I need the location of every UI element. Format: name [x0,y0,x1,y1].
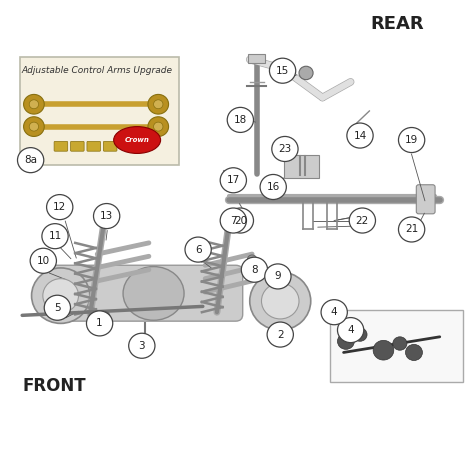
Circle shape [30,248,56,273]
FancyBboxPatch shape [46,265,243,321]
Circle shape [260,175,286,199]
Text: 9: 9 [274,271,281,281]
Ellipse shape [114,126,161,153]
Text: 3: 3 [138,341,145,351]
Text: 6: 6 [195,245,201,255]
Circle shape [129,333,155,358]
Circle shape [18,148,44,173]
Circle shape [347,123,373,148]
FancyBboxPatch shape [284,155,319,178]
Circle shape [99,311,110,322]
Circle shape [353,328,367,341]
Circle shape [148,117,169,136]
Text: 7: 7 [230,216,237,225]
Circle shape [267,322,293,347]
Circle shape [321,300,347,325]
Circle shape [255,261,264,270]
Text: 21: 21 [405,225,418,234]
Text: 13: 13 [100,211,113,221]
Circle shape [220,208,246,233]
Circle shape [399,127,425,153]
Circle shape [250,272,311,330]
Circle shape [32,268,90,324]
Circle shape [24,94,44,114]
Text: 12: 12 [53,202,66,212]
Text: 17: 17 [227,176,240,185]
Text: 8: 8 [251,265,258,274]
FancyBboxPatch shape [87,141,100,151]
Circle shape [86,311,113,336]
FancyBboxPatch shape [329,310,463,382]
Circle shape [29,100,38,109]
Text: 18: 18 [234,115,247,125]
Circle shape [406,344,422,360]
FancyBboxPatch shape [103,141,117,151]
FancyBboxPatch shape [248,54,265,63]
Circle shape [337,333,355,349]
Text: 14: 14 [354,130,366,140]
Text: REAR: REAR [371,15,424,33]
Circle shape [399,217,425,242]
Text: FRONT: FRONT [22,377,86,395]
Circle shape [265,264,291,289]
Circle shape [220,168,246,193]
Circle shape [241,257,268,282]
Circle shape [44,295,71,320]
Circle shape [299,66,313,80]
Circle shape [227,108,254,132]
Ellipse shape [123,266,184,320]
Circle shape [272,136,298,162]
Text: 19: 19 [405,135,418,145]
Circle shape [185,237,211,262]
Circle shape [42,224,68,249]
Text: 8a: 8a [24,155,37,165]
Circle shape [46,194,73,220]
FancyBboxPatch shape [416,185,435,214]
Text: 23: 23 [278,144,292,154]
Circle shape [29,122,38,131]
FancyBboxPatch shape [54,141,68,151]
Text: 5: 5 [54,303,61,313]
Text: 1: 1 [96,319,103,328]
Circle shape [393,337,407,350]
Text: 4: 4 [347,325,354,335]
Circle shape [337,318,364,342]
Circle shape [154,122,163,131]
Text: 10: 10 [37,256,50,266]
Text: 20: 20 [234,216,247,225]
Circle shape [262,283,299,319]
Text: 22: 22 [356,216,369,225]
Circle shape [373,340,394,360]
Text: 11: 11 [48,231,62,241]
Circle shape [269,58,296,83]
Circle shape [349,208,375,233]
Text: 2: 2 [277,329,283,340]
FancyBboxPatch shape [20,57,179,165]
Text: 16: 16 [266,182,280,192]
Text: Adjustable Control Arms Upgrade: Adjustable Control Arms Upgrade [22,66,173,75]
Circle shape [154,100,163,109]
FancyBboxPatch shape [71,141,84,151]
Circle shape [24,117,44,136]
Circle shape [93,203,120,229]
Text: 15: 15 [276,66,289,76]
Circle shape [227,208,254,233]
Text: Crown: Crown [125,137,150,143]
Circle shape [148,94,169,114]
Circle shape [247,255,257,264]
FancyBboxPatch shape [223,170,237,181]
Text: 4: 4 [331,307,337,317]
Circle shape [43,279,79,313]
